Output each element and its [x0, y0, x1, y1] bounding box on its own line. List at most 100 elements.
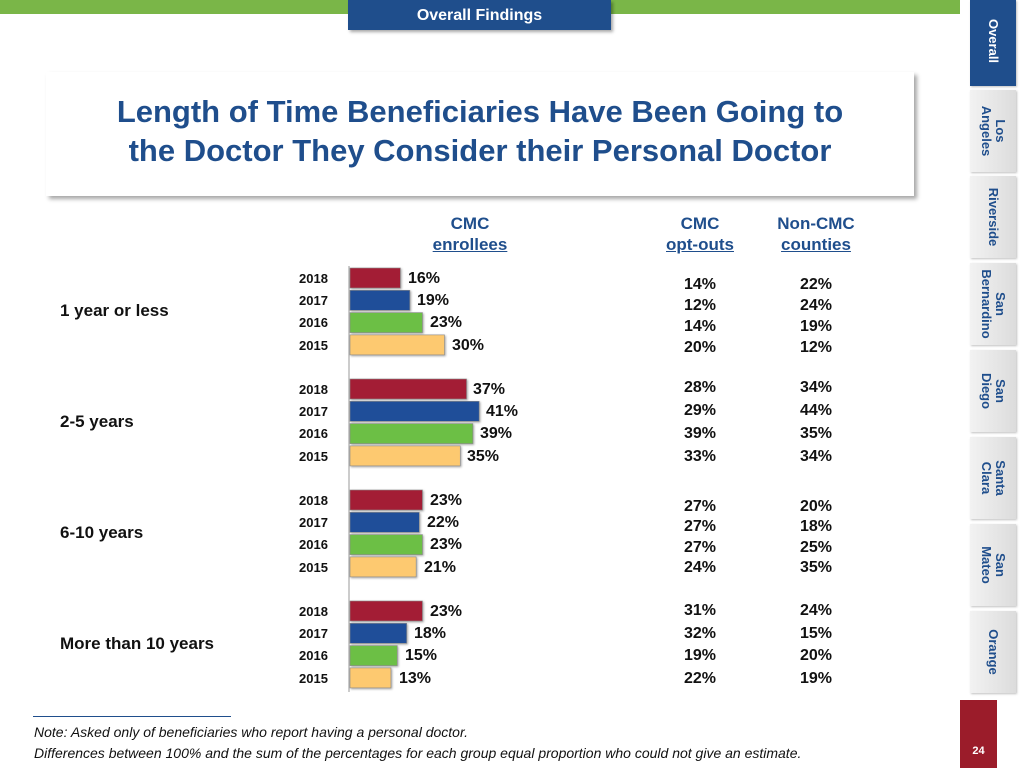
bar-2018: [349, 489, 423, 511]
bar-2016: [349, 534, 423, 555]
bar-value-label: 37%: [473, 381, 506, 398]
bar-value-label: 23%: [430, 492, 463, 509]
bar-value-label: 39%: [480, 425, 513, 442]
year-label: 2018: [299, 604, 328, 619]
optout-value: 22%: [683, 670, 717, 687]
bar-2015: [349, 445, 461, 467]
bar-2017: [349, 289, 411, 311]
note-text: Note: Asked only of beneficiaries who re…: [34, 724, 468, 740]
year-label: 2016: [299, 537, 328, 552]
noncmc-value: 12%: [799, 339, 833, 356]
optout-value: 24%: [683, 559, 717, 576]
bar-value-label: 21%: [424, 559, 457, 576]
noncmc-value: 15%: [799, 625, 833, 642]
category-label: More than 10 years: [60, 634, 215, 653]
bar-2015: [349, 334, 445, 356]
page-title: Length of Time Beneficiaries Have Been G…: [116, 94, 844, 168]
bar-2017: [349, 511, 420, 533]
optout-value: 33%: [683, 448, 717, 465]
column-header-cmc-optouts: CMC opt-outs: [666, 214, 734, 254]
noncmc-value: 24%: [799, 602, 833, 619]
year-label: 2016: [299, 648, 328, 663]
noncmc-value: 20%: [799, 498, 833, 515]
optout-value: 14%: [683, 276, 717, 293]
bar-2018: [349, 267, 401, 289]
bar-2017: [349, 622, 408, 644]
optout-value: 20%: [683, 339, 717, 356]
year-label: 2015: [299, 671, 328, 686]
bar-value-label: 23%: [430, 603, 463, 620]
bar-value-label: 13%: [399, 670, 432, 687]
category-label: 2-5 years: [60, 412, 134, 431]
bar-value-label: 30%: [452, 337, 485, 354]
section-tab-overall-findings[interactable]: Overall Findings: [348, 0, 611, 30]
bar-2015: [349, 667, 392, 689]
side-tab-santa-clara[interactable]: Santa Clara: [970, 437, 1016, 519]
noncmc-value: 19%: [799, 318, 833, 335]
bar-value-label: 41%: [486, 403, 519, 420]
year-label: 2016: [299, 426, 328, 441]
year-label: 2015: [299, 338, 328, 353]
year-label: 2017: [299, 293, 328, 308]
year-label: 2018: [299, 382, 328, 397]
year-label: 2017: [299, 404, 328, 419]
year-label: 2017: [299, 515, 328, 530]
noncmc-value: 34%: [799, 448, 833, 465]
bar-value-label: 23%: [430, 314, 463, 331]
optout-value: 27%: [683, 539, 717, 556]
optout-value: 29%: [683, 402, 717, 419]
side-tab-overall[interactable]: Overall: [970, 0, 1016, 86]
side-tab-san-bernardino[interactable]: San Bernardino: [970, 263, 1016, 345]
note-text: Differences between 100% and the sum of …: [34, 745, 802, 761]
noncmc-value: 35%: [799, 425, 833, 442]
noncmc-value: 34%: [799, 379, 833, 396]
bar-value-label: 16%: [408, 270, 441, 287]
noncmc-value: 18%: [799, 518, 833, 535]
side-tab-los-angeles[interactable]: Los Angeles: [970, 90, 1016, 172]
optout-value: 12%: [683, 297, 717, 314]
year-label: 2016: [299, 315, 328, 330]
year-label: 2015: [299, 449, 328, 464]
optout-value: 32%: [683, 625, 717, 642]
bar-value-label: 19%: [417, 292, 450, 309]
bar-value-label: 35%: [467, 448, 500, 465]
optout-value: 27%: [683, 518, 717, 535]
noncmc-value: 25%: [799, 539, 833, 556]
column-header-noncmc: Non-CMC counties: [777, 214, 855, 254]
optout-value: 19%: [683, 647, 717, 664]
category-label: 6-10 years: [60, 523, 144, 542]
optout-value: 28%: [683, 379, 717, 396]
noncmc-value: 20%: [799, 647, 833, 664]
side-footer-block: [960, 700, 997, 768]
bar-2015: [349, 556, 417, 578]
side-tab-riverside[interactable]: Riverside: [970, 176, 1016, 258]
bar-2018: [349, 600, 423, 622]
year-label: 2015: [299, 560, 328, 575]
bar-value-label: 22%: [427, 514, 460, 531]
bar-2018: [349, 378, 467, 400]
bar-2017: [349, 400, 480, 422]
bar-2016: [349, 645, 398, 666]
side-tab-orange[interactable]: Orange: [970, 611, 1016, 693]
note-divider: [33, 716, 231, 717]
noncmc-value: 22%: [799, 276, 833, 293]
year-label: 2018: [299, 493, 328, 508]
year-label: 2017: [299, 626, 328, 641]
title-box: Length of Time Beneficiaries Have Been G…: [46, 72, 914, 196]
bar-value-label: 15%: [405, 647, 438, 664]
noncmc-value: 35%: [799, 559, 833, 576]
noncmc-value: 44%: [799, 402, 833, 419]
optout-value: 27%: [683, 498, 717, 515]
noncmc-value: 19%: [799, 670, 833, 687]
year-label: 2018: [299, 271, 328, 286]
page-number: 24: [972, 745, 985, 757]
bar-value-label: 18%: [414, 625, 447, 642]
bar-2016: [349, 312, 423, 333]
side-tab-san-mateo[interactable]: San Mateo: [970, 524, 1016, 606]
optout-value: 31%: [683, 602, 717, 619]
column-header-cmc-enrollees: CMC enrollees: [432, 214, 508, 254]
optout-value: 14%: [683, 318, 717, 335]
bar-2016: [349, 423, 474, 444]
side-tab-san-diego[interactable]: San Diego: [970, 350, 1016, 432]
noncmc-value: 24%: [799, 297, 833, 314]
